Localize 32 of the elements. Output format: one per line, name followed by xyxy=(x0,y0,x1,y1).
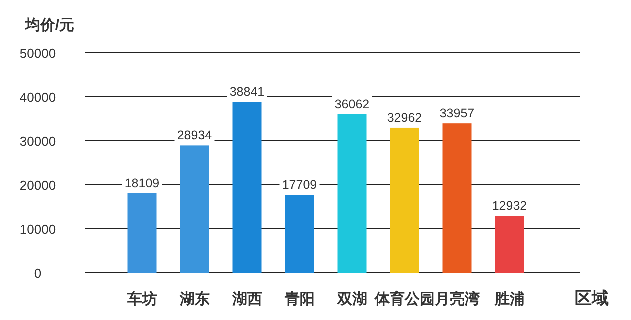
data-label: 38841 xyxy=(230,85,265,100)
x-tick-label: 湖西 xyxy=(231,291,262,308)
x-tick-label: 青阳 xyxy=(284,291,315,308)
bar xyxy=(285,195,314,273)
data-label: 18109 xyxy=(124,176,160,190)
y-tick-label: 30000 xyxy=(20,134,56,149)
data-label: 28934 xyxy=(177,128,212,143)
y-tick-label: 20000 xyxy=(20,178,56,193)
x-tick-label: 体育公园 xyxy=(374,290,435,308)
x-tick-label: 湖东 xyxy=(178,290,210,308)
bar xyxy=(180,146,210,273)
data-label: 33957 xyxy=(440,106,475,121)
x-tick-label: 车坊 xyxy=(126,290,158,308)
y-axis-title: 均价/元 xyxy=(24,17,75,34)
data-label: 32962 xyxy=(387,110,422,125)
bar xyxy=(232,102,262,273)
x-tick-label: 月亮湾 xyxy=(434,290,480,308)
data-label: 12932 xyxy=(492,199,528,214)
y-tick-label: 10000 xyxy=(20,222,56,237)
bar xyxy=(338,114,367,273)
bar xyxy=(495,216,524,273)
y-tick-label: 50000 xyxy=(20,46,56,61)
x-tick-label: 双湖 xyxy=(336,291,368,308)
data-label: 36062 xyxy=(334,97,370,112)
bar xyxy=(442,124,472,273)
bar xyxy=(128,193,157,273)
data-label: 17709 xyxy=(282,178,318,192)
y-tick-label: 40000 xyxy=(20,90,56,105)
x-axis-title: 区域 xyxy=(575,289,609,308)
y-tick-label: 0 xyxy=(34,266,42,281)
bar xyxy=(390,128,420,273)
x-tick-label: 胜浦 xyxy=(494,291,525,308)
